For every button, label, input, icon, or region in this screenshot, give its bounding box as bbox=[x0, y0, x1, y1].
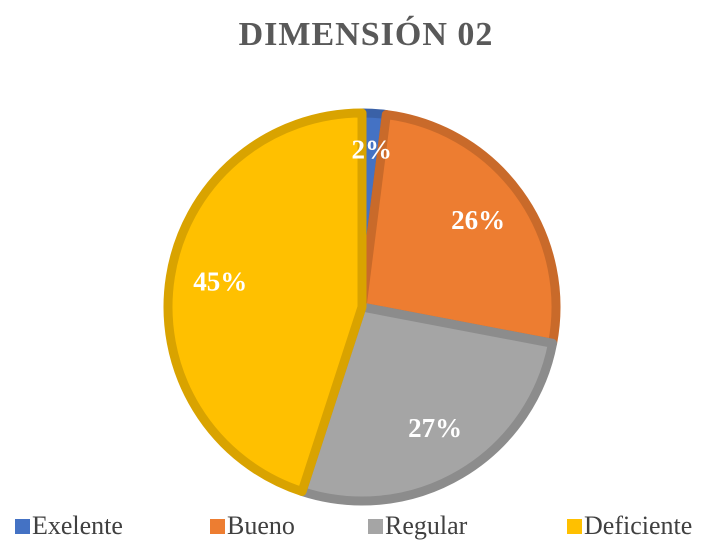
data-label: 2% bbox=[351, 134, 392, 164]
pie-slice bbox=[163, 108, 367, 497]
legend-swatch bbox=[15, 519, 30, 534]
legend-label: Deficiente bbox=[584, 511, 692, 540]
legend-label: Regular bbox=[385, 511, 468, 540]
legend-label: Exelente bbox=[32, 511, 123, 540]
pie-slice bbox=[357, 110, 561, 348]
legend-swatch bbox=[368, 519, 383, 534]
data-label: 45% bbox=[193, 267, 247, 297]
data-label: 26% bbox=[451, 205, 505, 235]
legend-swatch bbox=[567, 519, 582, 534]
legend-swatch bbox=[210, 519, 225, 534]
chart-title: DIMENSIÓN 02 bbox=[239, 15, 494, 53]
pie-slice bbox=[297, 302, 558, 506]
legend-label: Bueno bbox=[227, 511, 295, 540]
data-label: 27% bbox=[408, 413, 462, 443]
